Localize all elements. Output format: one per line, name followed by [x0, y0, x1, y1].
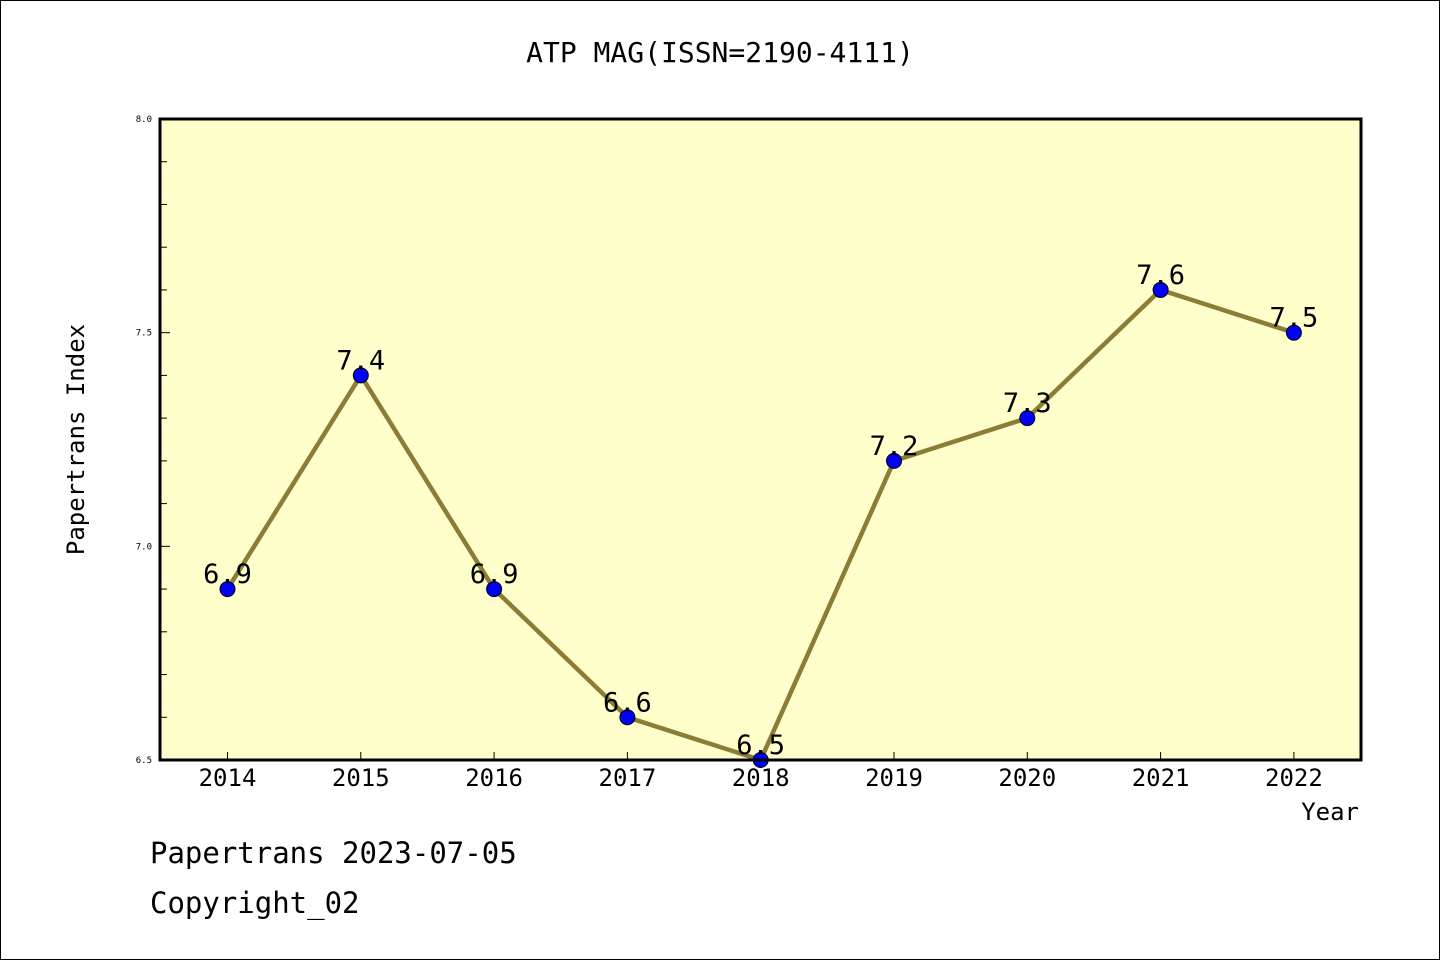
x-tick-label: 2018: [732, 764, 790, 792]
x-tick-label: 2015: [332, 764, 390, 792]
plot-border: [158, 117, 1363, 762]
y-tick-label: 7.0: [136, 542, 152, 552]
x-tick-label: 2014: [199, 764, 257, 792]
data-labels-group: 6.9 7.4 6.9 6.6 6.5 7.2 7.3 7.6 7.5: [203, 260, 1318, 761]
chart-title: ATP MAG(ISSN=2190-4111): [526, 36, 914, 69]
data-point-marker: [219, 581, 236, 598]
y-tick-label: 7.5: [136, 329, 152, 339]
data-point-marker: [886, 452, 902, 469]
data-point-marker: [1285, 324, 1302, 341]
x-tick-label: 2022: [1265, 764, 1323, 792]
footer-date: Papertrans 2023-07-05: [150, 836, 517, 870]
x-tick-label: 2017: [599, 764, 657, 792]
data-label: 7.4: [336, 345, 385, 376]
data-point-marker: [1152, 281, 1169, 298]
footer-copyright: Copyright_02: [150, 886, 360, 920]
y-tick-label: 6.5: [136, 756, 152, 766]
y-tick-label: 8.0: [136, 115, 152, 125]
plot-area: [160, 119, 1361, 760]
x-tick-label: 2020: [998, 764, 1056, 792]
data-label: 7.6: [1136, 260, 1185, 291]
data-label: 7.5: [1270, 303, 1319, 334]
data-label: 7.3: [1003, 388, 1052, 419]
data-point-marker: [486, 581, 503, 598]
data-label: 7.2: [870, 431, 919, 462]
x-tick-label: 2021: [1132, 764, 1190, 792]
markers-group: [219, 281, 1302, 768]
data-label: 6.6: [603, 687, 652, 718]
x-tick-label: 2016: [465, 764, 523, 792]
data-point-marker: [352, 367, 369, 384]
data-label: 6.5: [736, 730, 785, 761]
data-label: 6.9: [470, 559, 519, 590]
y-axis-label: Papertrans Index: [62, 324, 90, 555]
data-label: 6.9: [203, 559, 252, 590]
data-point-marker: [1019, 410, 1036, 427]
x-axis-label: Year: [1301, 798, 1359, 826]
data-point-marker: [619, 709, 636, 726]
x-tick-label: 2019: [865, 764, 923, 792]
x-axis: 2014 2015 2016 2017 2018 2019 2020 2021 2022: [199, 752, 1323, 792]
